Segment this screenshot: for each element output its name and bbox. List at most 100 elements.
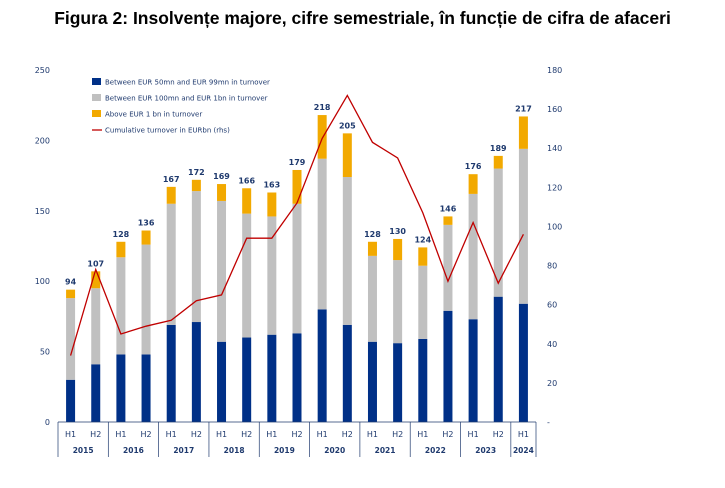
bar-segment-s1-17: [493, 168, 503, 297]
legend-label: Between EUR 50mn and EUR 99mn in turnove…: [105, 79, 270, 87]
bar-segment-s2-10: [317, 115, 327, 159]
bar-segment-s1-8: [267, 216, 277, 335]
total-label: 124: [414, 235, 431, 244]
legend-label: Between EUR 100mn and EUR 1bn in turnove…: [105, 95, 268, 103]
bar-segment-s0-18: [518, 303, 528, 422]
bar-segment-s2-14: [418, 247, 428, 266]
bar-segment-s1-6: [217, 200, 227, 342]
x-year-label: 2021: [375, 446, 396, 455]
bar-segment-s1-5: [191, 191, 201, 323]
bar-segment-s1-1: [91, 288, 101, 365]
total-label: 163: [263, 181, 280, 190]
x-category-label: H2: [191, 430, 202, 439]
total-label: 128: [113, 230, 130, 239]
bar-segment-s0-7: [242, 337, 252, 422]
bar-segment-s2-18: [518, 116, 528, 149]
bar-segment-s2-3: [141, 230, 151, 245]
bar-segment-s0-15: [443, 310, 453, 422]
x-category-label: H1: [166, 430, 177, 439]
bar-segment-s1-10: [317, 158, 327, 310]
bar-segment-s2-16: [468, 174, 478, 194]
bar-segment-s0-10: [317, 309, 327, 422]
bar-segment-s2-0: [66, 289, 76, 299]
bar-segment-s1-12: [367, 255, 377, 342]
bar-segment-s1-11: [342, 177, 352, 325]
right-axis-tick: 80: [547, 262, 557, 271]
x-category-label: H2: [342, 430, 353, 439]
x-category-label: H2: [291, 430, 302, 439]
x-category-label: H2: [140, 430, 151, 439]
bar-segment-s1-0: [66, 298, 76, 380]
bar-segment-s0-1: [91, 364, 101, 422]
cumulative-turnover-line: [69, 94, 524, 356]
bar-segment-s1-3: [141, 244, 151, 355]
bar-segment-s0-12: [367, 341, 377, 422]
total-label: 128: [364, 230, 381, 239]
left-axis-tick: 150: [35, 207, 50, 216]
bar-segment-s2-12: [367, 241, 377, 256]
legend-swatch: [92, 110, 101, 117]
bar-segment-s0-2: [116, 354, 126, 422]
total-label: 136: [138, 219, 155, 228]
bar-segment-s2-4: [166, 186, 176, 204]
bar-segment-s0-11: [342, 324, 352, 422]
bar-segment-s0-0: [66, 379, 76, 422]
left-axis-tick: 50: [40, 348, 50, 357]
bar-segment-s2-7: [242, 188, 252, 214]
x-year-label: 2024: [513, 446, 534, 455]
total-label: 176: [465, 162, 482, 171]
legend-swatch: [92, 78, 101, 85]
bar-segment-s1-2: [116, 257, 126, 355]
legend: Between EUR 50mn and EUR 99mn in turnove…: [92, 78, 270, 135]
x-year-label: 2015: [73, 446, 94, 455]
bar-segment-s2-17: [493, 155, 503, 169]
figure-title: Figura 2: Insolvențe majore, cifre semes…: [54, 8, 671, 28]
x-category-label: H2: [392, 430, 403, 439]
x-category-label: H2: [493, 430, 504, 439]
bar-segment-s2-6: [217, 184, 227, 201]
x-category-label: H2: [90, 430, 101, 439]
bar-segment-s1-14: [418, 265, 428, 339]
total-label: 166: [238, 176, 255, 185]
x-category-label: H1: [216, 430, 227, 439]
bar-segment-s2-15: [443, 216, 453, 225]
bar-segment-s0-8: [267, 334, 277, 422]
bar-segment-s0-17: [493, 296, 503, 422]
total-label: 205: [339, 121, 356, 130]
total-label: 217: [515, 104, 532, 113]
bar-segment-s0-3: [141, 354, 151, 422]
bar-segment-s2-2: [116, 241, 126, 258]
bar-segment-s1-15: [443, 224, 453, 311]
bar-segment-s2-11: [342, 133, 352, 178]
bar-segment-s0-16: [468, 319, 478, 422]
x-category-label: H1: [417, 430, 428, 439]
x-year-label: 2017: [173, 446, 194, 455]
bar-segment-s1-9: [292, 203, 302, 334]
total-label: 146: [440, 204, 457, 213]
right-axis-tick: 180: [547, 66, 562, 75]
right-axis-tick: 160: [547, 105, 562, 114]
total-label: 172: [188, 168, 205, 177]
bar-segment-s0-13: [393, 343, 403, 422]
total-label: 179: [289, 158, 306, 167]
total-label: 94: [65, 278, 77, 287]
left-axis-tick: 100: [35, 277, 50, 286]
right-axis-tick: 140: [547, 144, 562, 153]
bar-segment-s2-9: [292, 169, 302, 204]
right-axis-tick: 100: [547, 222, 562, 231]
bar-segment-s0-9: [292, 333, 302, 422]
bar-segment-s2-1: [91, 271, 101, 289]
legend-label: Above EUR 1 bn in turnover: [105, 111, 202, 119]
bar-segment-s2-5: [191, 179, 201, 192]
right-axis-tick: 20: [547, 379, 557, 388]
bar-segment-s1-18: [518, 148, 528, 304]
bar-segment-s0-4: [166, 324, 176, 422]
x-category-label: H1: [65, 430, 76, 439]
x-year-label: 2016: [123, 446, 144, 455]
x-category-label: H1: [468, 430, 479, 439]
left-axis-tick: 200: [35, 136, 50, 145]
bar-segment-s1-16: [468, 193, 478, 320]
x-year-label: 2018: [224, 446, 245, 455]
bar-segment-s0-14: [418, 338, 428, 422]
